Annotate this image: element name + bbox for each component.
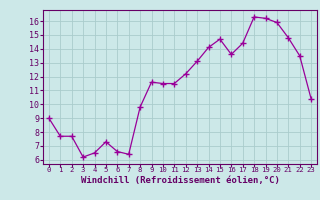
X-axis label: Windchill (Refroidissement éolien,°C): Windchill (Refroidissement éolien,°C) bbox=[81, 176, 279, 185]
